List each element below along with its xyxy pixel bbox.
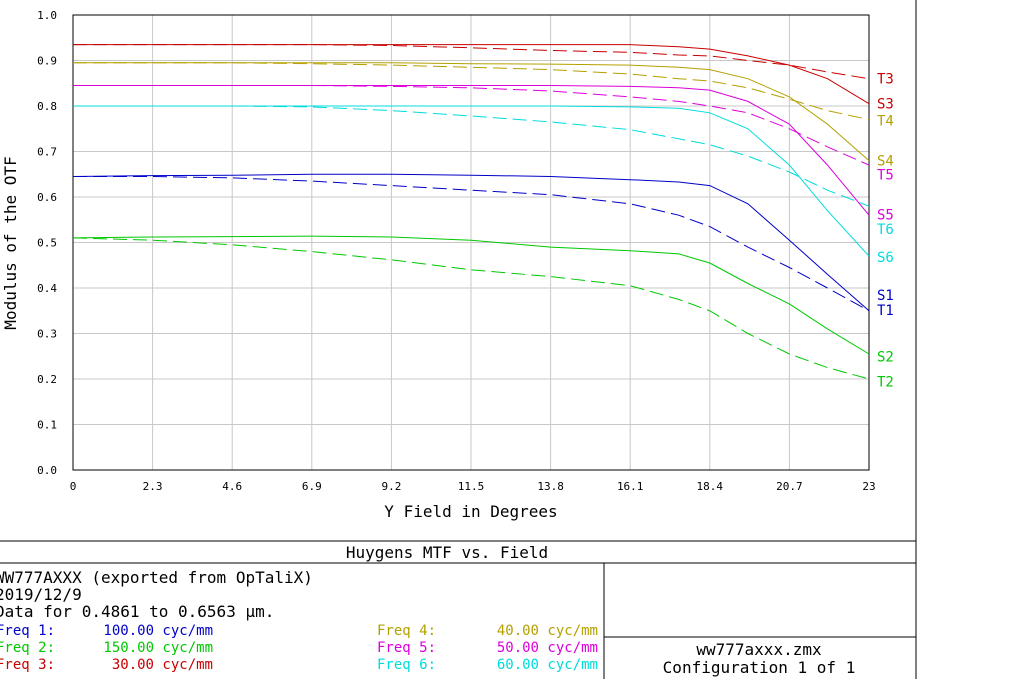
x-tick-label: 23 <box>862 480 875 493</box>
x-tick-label: 0 <box>70 480 77 493</box>
y-tick-label: 0.1 <box>37 419 57 432</box>
x-tick-label: 9.2 <box>381 480 401 493</box>
y-tick-label: 0.5 <box>37 237 57 250</box>
y-axis-label: Modulus of the OTF <box>1 156 20 329</box>
freq-2-label: Freq 2: <box>0 640 55 656</box>
plot-frame <box>72 14 870 471</box>
freq-3-value: 30.00 cyc/mm <box>112 657 213 673</box>
end-label-t2: T2 <box>877 374 894 390</box>
series-t4-line <box>73 62 870 121</box>
freq-2-value: 150.00 cyc/mm <box>103 640 213 656</box>
y-tick-label: 0.3 <box>37 328 57 341</box>
freq-1-label: Freq 1: <box>0 623 55 639</box>
series-lines <box>72 44 870 380</box>
freq-5-value: 50.00 cyc/mm <box>497 640 598 656</box>
freq-6-value: 60.00 cyc/mm <box>497 657 598 673</box>
series-s2-line <box>72 235 870 355</box>
end-label-s5: S5 <box>877 207 894 223</box>
y-tick-label: 0.6 <box>37 191 57 204</box>
y-tick-label: 0.8 <box>37 100 57 113</box>
series-t1-line <box>73 176 870 312</box>
series-s1-line <box>72 173 870 312</box>
info-title: Huygens MTF vs. Field <box>346 543 548 562</box>
x-tick-label: 4.6 <box>222 480 242 493</box>
series-t3-line <box>73 44 870 80</box>
x-tick-label: 16.1 <box>617 480 644 493</box>
config-label: Configuration 1 of 1 <box>663 658 856 677</box>
x-axis-ticks: 0 2.3 4.6 6.9 9.2 11.5 13.8 16.1 18.4 20.7 23 <box>70 480 876 493</box>
info-line-1: WW777AXXX (exported from OpTaliX) <box>0 568 313 587</box>
x-tick-label: 6.9 <box>302 480 322 493</box>
file-name: ww777axxx.zmx <box>696 640 822 659</box>
series-t5-line <box>73 85 870 166</box>
end-label-t1: T1 <box>877 303 894 319</box>
end-label-t3: T3 <box>877 72 894 88</box>
end-label-s1: S1 <box>877 288 894 304</box>
x-tick-label: 2.3 <box>143 480 163 493</box>
info-line-2: 2019/12/9 <box>0 585 82 604</box>
info-line-3: Data for 0.4861 to 0.6563 µm. <box>0 602 274 621</box>
y-tick-label: 1.0 <box>37 9 57 22</box>
freq-6-label: Freq 6: <box>377 657 436 673</box>
end-label-t5: T5 <box>877 167 894 183</box>
end-label-s2: S2 <box>877 349 894 365</box>
x-axis-label: Y Field in Degrees <box>384 502 557 521</box>
y-axis-ticks: 0.0 0.1 0.2 0.3 0.4 0.5 0.6 0.7 0.8 0.9 1.0 <box>37 9 57 477</box>
series-t2-line <box>72 237 870 380</box>
x-tick-label: 20.7 <box>776 480 803 493</box>
freq-5-label: Freq 5: <box>377 640 436 656</box>
end-label-s3: S3 <box>877 97 894 113</box>
end-label-t4: T4 <box>877 114 894 130</box>
series-t6-line <box>73 105 870 207</box>
y-tick-label: 0.7 <box>37 146 57 159</box>
grid-lines <box>73 15 869 470</box>
x-tick-label: 18.4 <box>697 480 724 493</box>
y-tick-label: 0.9 <box>37 55 57 68</box>
end-label-s6: S6 <box>877 250 894 266</box>
end-label-t6: T6 <box>877 222 894 238</box>
x-tick-label: 13.8 <box>537 480 564 493</box>
x-tick-label: 11.5 <box>458 480 485 493</box>
freq-3-label: Freq 3: <box>0 657 55 673</box>
freq-4-label: Freq 4: <box>377 623 436 639</box>
y-tick-label: 0.0 <box>37 464 57 477</box>
freq-1-value: 100.00 cyc/mm <box>103 623 213 639</box>
y-tick-label: 0.4 <box>37 282 57 295</box>
end-label-s4: S4 <box>877 154 894 170</box>
freq-4-value: 40.00 cyc/mm <box>497 623 598 639</box>
y-tick-label: 0.2 <box>37 373 57 386</box>
